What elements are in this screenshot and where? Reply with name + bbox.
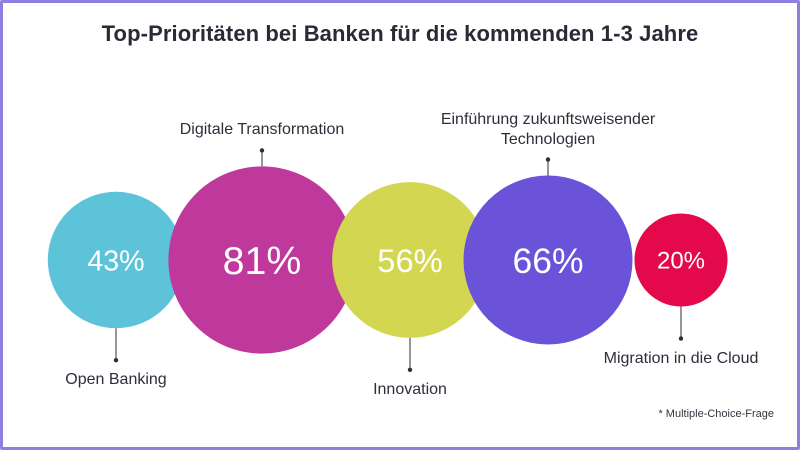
category-label-line: Technologien: [500, 130, 596, 148]
category-label-migration-in-die-cloud: Migration in die Cloud: [531, 349, 800, 369]
footnote: * Multiple-Choice-Frage: [658, 408, 774, 420]
value-label-migration-in-die-cloud: 20%: [657, 248, 705, 275]
category-label-line: Open Banking: [65, 371, 167, 389]
bubble-migration-in-die-cloud: [634, 213, 728, 307]
chart-title: Top-Prioritäten bei Banken für die komme…: [101, 21, 699, 46]
category-label-line: Digitale Transformation: [179, 121, 345, 139]
bubble-einf-hrung-zukunftsweisender-technologien: [463, 175, 633, 345]
value-label-einf-hrung-zukunftsweisender-technologien: 66%: [513, 241, 584, 281]
value-label-open-banking: 43%: [87, 245, 144, 277]
category-label-line: Migration in die Cloud: [603, 349, 759, 367]
bubble-innovation: [332, 182, 488, 338]
bubble-open-banking: [47, 191, 185, 329]
value-labels: 43% 81% 56% 66% 20%: [87, 239, 705, 283]
leader-lines: [113, 148, 684, 373]
category-label-open-banking: Open Banking: [0, 370, 266, 390]
bubble-digitale-transformation: [168, 166, 356, 354]
value-label-innovation: 56%: [377, 242, 442, 279]
category-label-line: Einführung zukunftsweisender: [440, 110, 656, 128]
category-label-digitale-transformation: Digitale Transformation: [112, 120, 412, 140]
leader-dot-einf-hrung-zukunftsweisender-technologien: [545, 157, 551, 162]
value-label-digitale-transformation: 81%: [223, 239, 302, 283]
category-label-innovation: Innovation: [260, 380, 560, 400]
leader-dot-migration-in-die-cloud: [678, 336, 684, 341]
category-label-line: Innovation: [373, 380, 447, 398]
bubbles: [47, 166, 728, 354]
leader-dot-open-banking: [113, 357, 119, 363]
leader-dot-digitale-transformation: [259, 148, 265, 153]
leader-dot-innovation: [407, 367, 413, 373]
category-label-einf-hrung-zukunftsweisender-technologien: Einführung zukunftsweisender Technologien: [398, 110, 698, 150]
